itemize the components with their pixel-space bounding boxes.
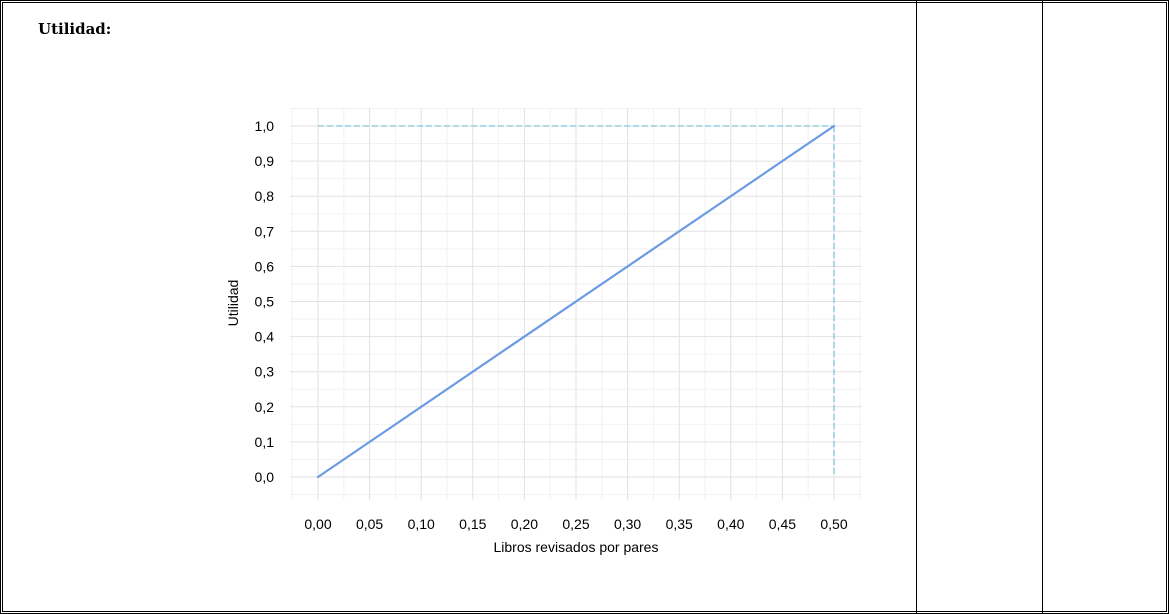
grid [290,107,862,500]
series-line-1 [316,124,836,479]
y-tick-label: 0,0 [255,469,275,485]
y-tick-labels: 0,0 0,1 0,2 0,3 0,4 0,5 0,6 0,7 0,8 0,9 1,0 [255,118,275,485]
column-divider-1 [916,0,917,614]
x-tick-labels: 0,00 0,05 0,10 0,15 0,20 0,25 0,30 0,35 0,40 0,45… [304,516,847,532]
column-divider-2 [1042,0,1043,614]
y-tick-label: 0,2 [255,399,275,415]
x-tick-label: 0,15 [459,516,486,532]
reference-lines [318,125,835,477]
y-tick-label: 0,6 [255,258,275,274]
y-tick-label: 1,0 [255,118,275,134]
x-tick-label: 0,45 [769,516,796,532]
x-tick-label: 0,40 [717,516,744,532]
x-tick-label: 0,35 [666,516,693,532]
y-tick-label: 0,3 [255,364,275,380]
x-tick-label: 0,10 [408,516,435,532]
x-tick-label: 0,05 [356,516,383,532]
y-tick-label: 0,5 [255,294,275,310]
y-tick-label: 0,1 [255,434,275,450]
y-tick-label: 0,7 [255,223,275,239]
x-tick-label: 0,30 [614,516,641,532]
x-tick-label: 0,50 [820,516,847,532]
y-tick-label: 0,8 [255,188,275,204]
x-tick-label: 0,00 [304,516,331,532]
y-tick-label: 0,4 [255,329,275,345]
x-tick-label: 0,20 [511,516,538,532]
x-tick-label: 0,25 [562,516,589,532]
section-title: Utilidad: [38,20,112,38]
series-group [316,124,836,479]
x-axis-title: Libros revisados por pares [494,539,659,555]
y-tick-label: 0,9 [255,153,275,169]
y-axis-title: Utilidad [225,280,241,327]
